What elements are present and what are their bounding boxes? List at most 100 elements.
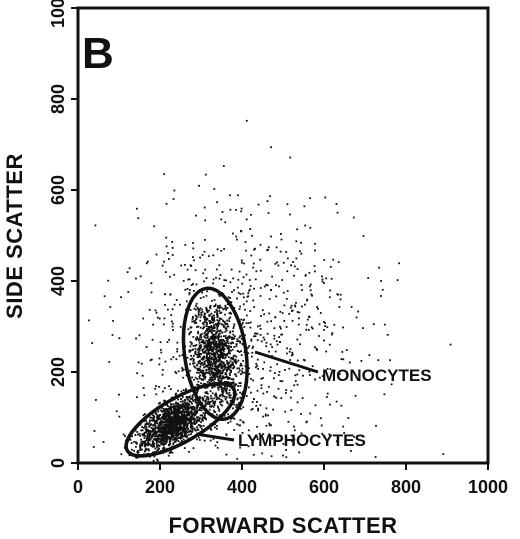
- scatter-point: [281, 333, 283, 336]
- scatter-point: [170, 425, 173, 428]
- scatter-point: [206, 323, 208, 325]
- scatter-point: [281, 279, 283, 281]
- scatter-point: [219, 356, 221, 359]
- scatter-point: [218, 371, 221, 374]
- scatter-point: [181, 416, 183, 419]
- scatter-point: [199, 345, 202, 347]
- scatter-point: [199, 396, 201, 398]
- scatter-point: [160, 443, 162, 446]
- scatter-point: [145, 437, 148, 440]
- scatter-point: [217, 293, 220, 296]
- scatter-point: [144, 447, 147, 450]
- scatter-point: [280, 233, 282, 235]
- scatter-point: [197, 361, 200, 363]
- scatter-point: [212, 314, 215, 317]
- scatter-point: [175, 425, 178, 428]
- scatter-point: [185, 436, 188, 438]
- scatter-point: [158, 447, 160, 450]
- scatter-point: [362, 327, 364, 329]
- scatter-point: [198, 349, 201, 352]
- scatter-point: [190, 410, 193, 412]
- scatter-point: [192, 360, 195, 363]
- scatter-point: [260, 340, 263, 343]
- scatter-point: [339, 298, 342, 301]
- scatter-point: [279, 380, 282, 382]
- scatter-point: [185, 410, 188, 413]
- scatter-point: [190, 426, 193, 428]
- scatter-point: [212, 254, 215, 257]
- scatter-point: [253, 398, 255, 401]
- scatter-point: [181, 412, 183, 415]
- scatter-point: [142, 317, 145, 320]
- scatter-point: [154, 426, 157, 428]
- scatter-point: [214, 393, 216, 396]
- scatter-point: [192, 416, 195, 419]
- scatter-point: [194, 398, 196, 401]
- scatter-point: [152, 323, 154, 326]
- scatter-point: [225, 453, 228, 456]
- scatter-point: [227, 422, 230, 424]
- scatter-point: [209, 355, 211, 357]
- scatter-point: [209, 395, 212, 397]
- scatter-point: [286, 257, 289, 260]
- scatter-point: [198, 184, 200, 187]
- scatter-point: [205, 359, 207, 362]
- scatter-point: [248, 288, 251, 291]
- scatter-point: [200, 406, 202, 409]
- scatter-point: [181, 406, 184, 409]
- scatter-point: [170, 420, 172, 423]
- scatter-point: [174, 423, 176, 426]
- scatter-point: [224, 354, 227, 357]
- scatter-point: [143, 426, 145, 429]
- scatter-point: [218, 322, 221, 325]
- scatter-point: [164, 440, 167, 443]
- scatter-point: [288, 313, 291, 315]
- scatter-point: [198, 338, 201, 341]
- scatter-point: [172, 198, 175, 200]
- scatter-point: [220, 401, 223, 403]
- scatter-point: [191, 427, 194, 429]
- scatter-point: [210, 346, 213, 348]
- scatter-point: [173, 419, 175, 421]
- scatter-point: [225, 279, 227, 282]
- scatter-point: [381, 288, 384, 291]
- scatter-point: [340, 358, 343, 360]
- scatter-point: [216, 306, 219, 309]
- scatter-point: [172, 356, 175, 358]
- scatter-point: [233, 323, 236, 326]
- scatter-point: [218, 264, 221, 267]
- scatter-point: [251, 234, 253, 237]
- scatter-point: [324, 322, 326, 324]
- scatter-point: [216, 311, 219, 314]
- scatter-point: [213, 345, 216, 347]
- scatter-point: [186, 414, 188, 416]
- scatter-point: [185, 425, 188, 428]
- scatter-point: [283, 320, 286, 322]
- scatter-point: [208, 330, 211, 333]
- scatter-point: [144, 428, 147, 430]
- scatter-point: [217, 349, 220, 351]
- scatter-point: [158, 357, 161, 360]
- scatter-point: [221, 400, 224, 403]
- scatter-point: [214, 305, 217, 307]
- scatter-point: [291, 351, 294, 354]
- scatter-point: [177, 417, 180, 420]
- gate-ellipse: [181, 286, 249, 422]
- scatter-point: [215, 361, 218, 363]
- scatter-point: [203, 312, 206, 315]
- scatter-point: [192, 405, 195, 408]
- scatter-point: [179, 411, 182, 413]
- scatter-point: [208, 309, 210, 312]
- scatter-point: [141, 444, 144, 447]
- scatter-point: [207, 255, 210, 257]
- scatter-point: [212, 278, 215, 281]
- scatter-point: [118, 337, 121, 340]
- scatter-point: [200, 336, 203, 338]
- scatter-point: [131, 448, 133, 451]
- scatter-point: [265, 407, 268, 410]
- scatter-point: [224, 221, 227, 224]
- scatter-point: [197, 310, 200, 313]
- scatter-point: [223, 321, 226, 323]
- scatter-point: [153, 427, 156, 430]
